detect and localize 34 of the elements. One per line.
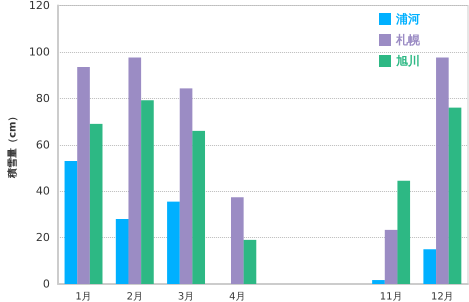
x-tick-label: 3月	[178, 292, 194, 302]
bar	[90, 124, 102, 284]
bar	[180, 88, 192, 284]
bar	[141, 100, 154, 284]
y-tick-label: 120	[28, 0, 50, 12]
y-tick-label: 80	[36, 92, 50, 105]
bar	[77, 67, 90, 284]
bar	[167, 202, 180, 284]
bar	[230, 197, 244, 284]
y-tick-label: 0	[42, 278, 50, 290]
legend-label: 札幌	[395, 33, 421, 47]
legend-label: 旭川	[395, 54, 420, 68]
x-tick-label: 1月	[75, 292, 92, 302]
legend-label: 浦河	[395, 12, 420, 26]
y-tick-label: 40	[36, 184, 50, 198]
y-tick-label: 60	[36, 138, 50, 152]
bar	[64, 160, 78, 284]
bar	[397, 180, 410, 284]
bar	[384, 230, 398, 284]
y-axis-title: 積雪量（cm）	[6, 112, 18, 179]
bar	[448, 108, 462, 284]
y-tick-label: 20	[36, 231, 50, 244]
bar	[244, 240, 256, 284]
bar	[372, 280, 385, 284]
x-tick-label: 2月	[126, 292, 143, 302]
y-tick-label: 100	[28, 45, 50, 58]
x-tick-label: 12月	[431, 292, 454, 302]
x-tick-label: 4月	[229, 292, 246, 302]
bar	[423, 249, 436, 284]
bar	[436, 57, 449, 284]
bar	[128, 57, 142, 284]
bar	[192, 130, 206, 284]
x-tick-label: 11月	[380, 292, 402, 302]
bar	[116, 219, 128, 284]
